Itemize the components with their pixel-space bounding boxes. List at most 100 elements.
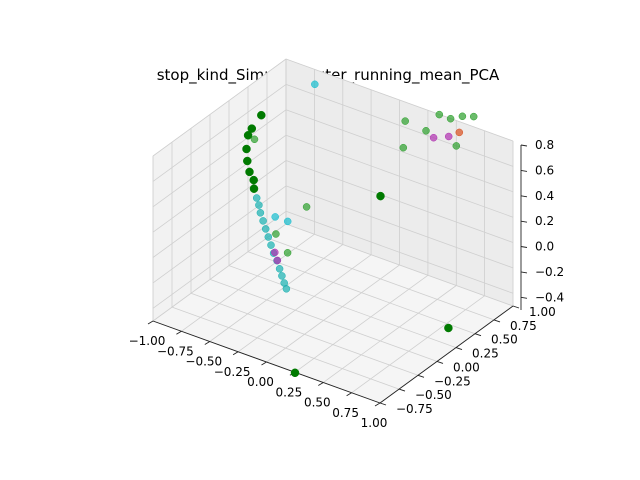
- grid-line-x: [266, 264, 400, 363]
- x-tick-mark: [318, 382, 324, 386]
- x-tick-label: −1.00: [129, 334, 166, 348]
- grid-line-z: [152, 109, 287, 208]
- y-axis-line: [379, 305, 514, 404]
- y-tick-label: −0.50: [415, 388, 452, 402]
- scatter-point: [435, 110, 444, 119]
- grid-line-z: [285, 160, 514, 243]
- scatter-point: [444, 323, 453, 333]
- scatter-point: [278, 272, 286, 280]
- y-tick-mark: [398, 388, 406, 392]
- scatter-point: [255, 201, 263, 209]
- grid-line-z: [285, 84, 514, 167]
- x-tick-mark: [374, 402, 381, 407]
- scatter-point: [243, 131, 253, 140]
- z-tick-mark: [520, 144, 528, 147]
- scatter-point: [311, 80, 319, 89]
- x-tick-mark: [232, 351, 239, 356]
- scatter-point: [271, 248, 279, 257]
- x-tick-label: 0.00: [247, 375, 274, 389]
- z-tick-label: 0.6: [535, 163, 554, 177]
- grid-line-x: [323, 285, 457, 383]
- scatter-point: [242, 144, 251, 154]
- scatter-point: [264, 233, 273, 241]
- z-tick-label: 0.4: [535, 189, 554, 203]
- scatter-point: [272, 230, 280, 238]
- grid-line-x: [351, 295, 485, 394]
- x-tick-label: 0.25: [276, 385, 303, 399]
- x-tick-label: 0.75: [332, 406, 359, 420]
- grid-line-z: [152, 84, 287, 182]
- grid-line-y: [190, 292, 419, 376]
- grid-line-y: [209, 279, 438, 362]
- scatter-point: [256, 209, 265, 217]
- x-tick-mark: [176, 330, 182, 335]
- scatter-point: [283, 217, 292, 226]
- grid-line-y: [228, 265, 457, 348]
- x-tick-mark: [346, 392, 352, 397]
- scatter-point: [444, 132, 453, 141]
- z-tick-label: −0.4: [535, 290, 564, 304]
- scatter-point: [401, 117, 409, 125]
- x-tick-mark: [204, 341, 211, 345]
- grid-line-x: [209, 244, 344, 342]
- z-tick-label: −0.2: [535, 265, 564, 279]
- y-tick-mark: [474, 333, 482, 337]
- scatter-point: [302, 203, 311, 211]
- z-tick-label: 0.8: [535, 138, 554, 152]
- scatter-point: [245, 167, 254, 177]
- grid-line-z: [152, 58, 287, 157]
- y-tick-label: 0.50: [491, 333, 518, 347]
- scatter-point: [422, 127, 430, 135]
- y-tick-mark: [417, 374, 425, 378]
- scatter-point: [452, 142, 461, 150]
- y-tick-label: 0.25: [472, 347, 499, 361]
- scatter-point: [283, 249, 292, 257]
- z-tick-mark: [520, 169, 528, 172]
- x-tick-mark: [147, 320, 154, 325]
- scatter-point: [376, 191, 385, 201]
- z-tick-label: 0.2: [535, 214, 554, 228]
- scatter-point: [275, 265, 284, 273]
- x-tick-label: 0.50: [304, 396, 331, 410]
- scatter-point: [271, 213, 279, 221]
- z-tick-mark: [520, 195, 528, 198]
- scatter-point: [243, 156, 252, 166]
- scatter-point: [267, 241, 275, 249]
- grid-line-z: [285, 185, 514, 269]
- scatter-point: [458, 112, 467, 121]
- y-tick-label: 1.00: [529, 305, 556, 319]
- y-tick-label: −0.75: [396, 402, 433, 416]
- y-tick-label: −0.25: [434, 374, 471, 388]
- grid-line-z: [285, 134, 514, 218]
- scatter-point: [469, 112, 478, 121]
- z-tick-mark: [520, 220, 528, 223]
- grid-line-y: [247, 251, 476, 335]
- y-tick-mark: [436, 360, 444, 364]
- y-tick-mark: [379, 402, 387, 406]
- scatter-point: [249, 175, 258, 185]
- grid-line-x: [181, 233, 315, 332]
- grid-line-z: [285, 210, 514, 294]
- x-tick-label: −0.25: [214, 365, 251, 379]
- y-tick-label: 0.00: [453, 360, 480, 374]
- scatter-point: [282, 285, 291, 293]
- scatter-point: [446, 114, 455, 123]
- scatter-point: [455, 128, 464, 137]
- grid-line-x: [294, 274, 429, 373]
- z-tick-label: 0.0: [535, 240, 554, 254]
- y-tick-label: 0.75: [510, 319, 537, 333]
- z-tick-mark: [520, 296, 528, 299]
- scatter-point: [247, 124, 257, 133]
- scatter-point: [249, 184, 259, 193]
- scatter-point: [290, 368, 300, 378]
- y-tick-mark: [512, 305, 520, 309]
- grid-line-y: [266, 237, 495, 321]
- z-tick-mark: [520, 271, 528, 274]
- scatter-point: [429, 133, 438, 142]
- y-tick-mark: [455, 347, 463, 351]
- grid-line-z: [152, 160, 287, 258]
- x-tick-label: −0.75: [157, 344, 194, 358]
- scatter-point: [273, 256, 282, 265]
- grid-line-x: [237, 254, 372, 353]
